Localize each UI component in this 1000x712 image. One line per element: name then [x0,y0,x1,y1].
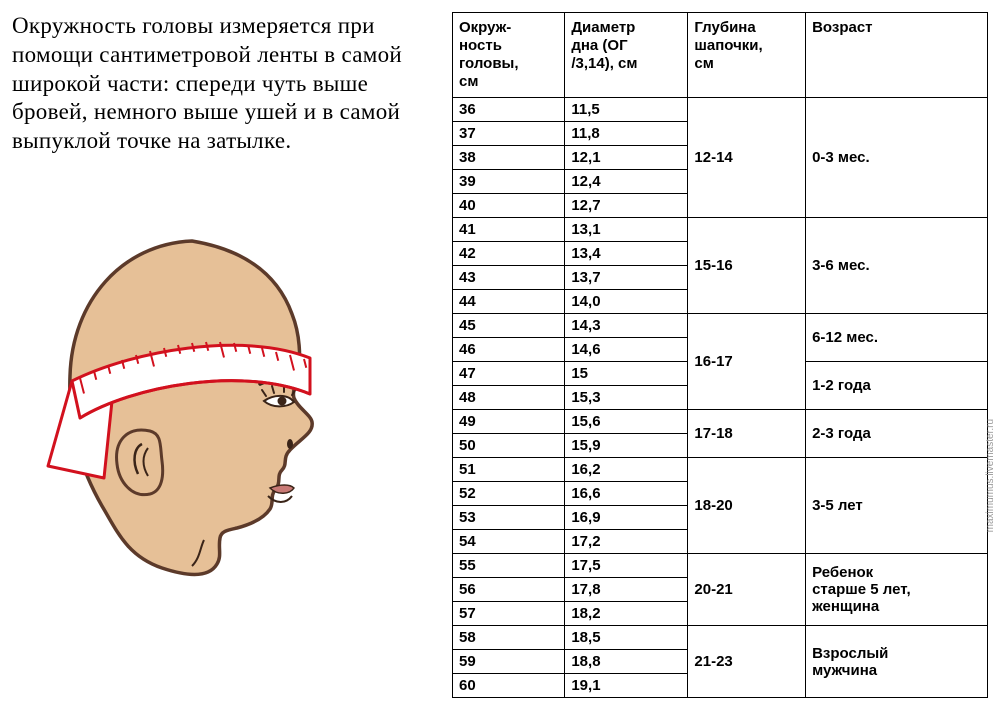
table-row: 4514,316-176-12 мес. [453,314,988,338]
cell-circumference: 60 [453,674,565,698]
cell-diameter: 15 [565,362,688,386]
cell-diameter: 13,4 [565,242,688,266]
cell-depth: 15-16 [688,218,806,314]
size-table: Окруж- ность головы, смДиаметр дна (ОГ /… [452,12,988,698]
table-row: 5818,521-23Взрослый мужчина [453,626,988,650]
cell-diameter: 13,1 [565,218,688,242]
cell-diameter: 18,2 [565,602,688,626]
table-row: 5517,520-21Ребенок старше 5 лет, женщина [453,554,988,578]
table-row: 4915,617-182-3 года [453,410,988,434]
col-header-1: Диаметр дна (ОГ /3,14), см [565,13,688,98]
cell-age: 3-5 лет [806,458,988,554]
cell-circumference: 36 [453,98,565,122]
table-row: 4113,115-163-6 мес. [453,218,988,242]
cell-diameter: 17,5 [565,554,688,578]
cell-circumference: 58 [453,626,565,650]
cell-age: 3-6 мес. [806,218,988,314]
cell-diameter: 16,2 [565,458,688,482]
cell-circumference: 46 [453,338,565,362]
cell-circumference: 43 [453,266,565,290]
cell-diameter: 18,8 [565,650,688,674]
cell-circumference: 42 [453,242,565,266]
cell-diameter: 14,0 [565,290,688,314]
description-text: Окружность головы измеряется при помощи … [12,12,432,156]
cell-diameter: 15,3 [565,386,688,410]
cell-circumference: 41 [453,218,565,242]
cell-circumference: 53 [453,506,565,530]
cell-diameter: 16,9 [565,506,688,530]
cell-diameter: 14,3 [565,314,688,338]
table-row: 3611,512-140-3 мес. [453,98,988,122]
col-header-2: Глубина шапочки, см [688,13,806,98]
cell-age: 2-3 года [806,410,988,458]
cell-depth: 12-14 [688,98,806,218]
cell-diameter: 12,7 [565,194,688,218]
cell-age: 1-2 года [806,362,988,410]
cell-circumference: 45 [453,314,565,338]
cell-age: Взрослый мужчина [806,626,988,698]
cell-diameter: 17,2 [565,530,688,554]
cell-circumference: 54 [453,530,565,554]
col-header-0: Окруж- ность головы, см [453,13,565,98]
cell-depth: 17-18 [688,410,806,458]
cell-diameter: 15,9 [565,434,688,458]
cell-circumference: 39 [453,170,565,194]
cell-diameter: 12,4 [565,170,688,194]
cell-diameter: 18,5 [565,626,688,650]
cell-diameter: 19,1 [565,674,688,698]
cell-age: 6-12 мес. [806,314,988,362]
cell-diameter: 11,5 [565,98,688,122]
cell-depth: 18-20 [688,458,806,554]
cell-circumference: 47 [453,362,565,386]
cell-circumference: 49 [453,410,565,434]
cell-circumference: 50 [453,434,565,458]
cell-age: Ребенок старше 5 лет, женщина [806,554,988,626]
cell-diameter: 15,6 [565,410,688,434]
cell-diameter: 11,8 [565,122,688,146]
cell-circumference: 44 [453,290,565,314]
col-header-3: Возраст [806,13,988,98]
cell-circumference: 55 [453,554,565,578]
cell-age: 0-3 мес. [806,98,988,218]
cell-diameter: 13,7 [565,266,688,290]
cell-circumference: 48 [453,386,565,410]
cell-depth: 21-23 [688,626,806,698]
cell-depth: 20-21 [688,554,806,626]
cell-diameter: 16,6 [565,482,688,506]
cell-circumference: 37 [453,122,565,146]
watermark: maximumus.livemaster.ru [985,419,996,532]
table-row: 5116,218-203-5 лет [453,458,988,482]
cell-circumference: 51 [453,458,565,482]
cell-circumference: 56 [453,578,565,602]
cell-depth: 16-17 [688,314,806,410]
cell-circumference: 59 [453,650,565,674]
cell-diameter: 12,1 [565,146,688,170]
cell-diameter: 14,6 [565,338,688,362]
cell-circumference: 52 [453,482,565,506]
head-illustration [12,186,432,591]
cell-circumference: 40 [453,194,565,218]
cell-diameter: 17,8 [565,578,688,602]
cell-circumference: 38 [453,146,565,170]
cell-circumference: 57 [453,602,565,626]
